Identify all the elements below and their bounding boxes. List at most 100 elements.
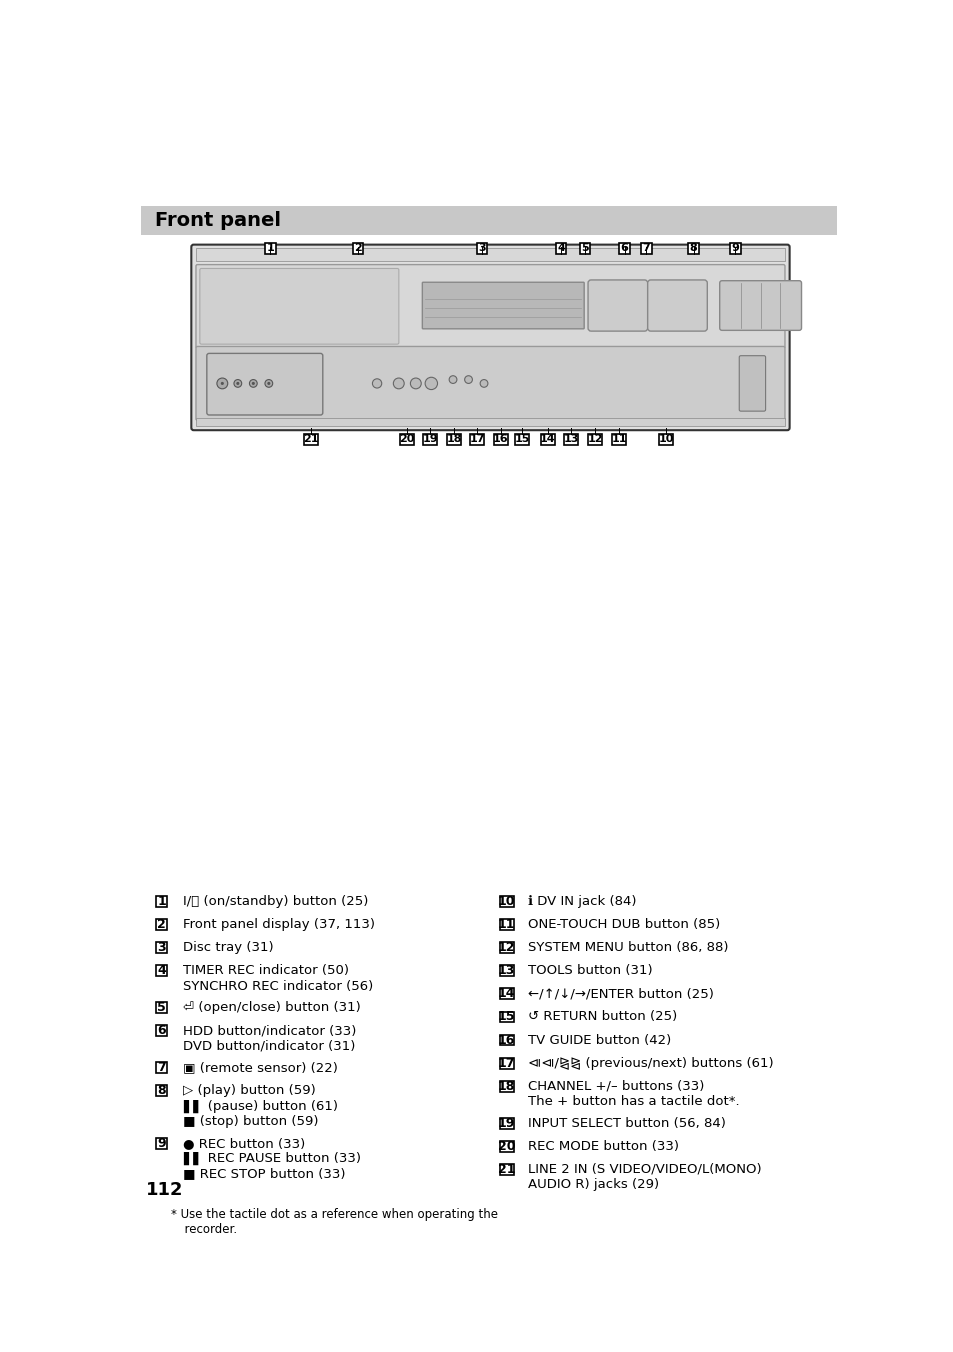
Text: ■ (stop) button (59): ■ (stop) button (59) <box>183 1115 318 1128</box>
Bar <box>579 243 590 254</box>
Circle shape <box>249 380 257 387</box>
Bar <box>499 1118 513 1129</box>
Text: 18: 18 <box>446 434 461 445</box>
Circle shape <box>267 381 270 385</box>
Text: 13: 13 <box>497 964 515 977</box>
Bar <box>156 1138 167 1149</box>
Text: Front panel display (37, 113): Front panel display (37, 113) <box>183 918 375 932</box>
Bar <box>499 1057 513 1068</box>
Text: ONE-TOUCH DUB button (85): ONE-TOUCH DUB button (85) <box>527 918 720 932</box>
Bar <box>353 243 363 254</box>
Text: 19: 19 <box>422 434 437 445</box>
Bar <box>640 243 651 254</box>
Circle shape <box>216 379 228 389</box>
Bar <box>729 243 740 254</box>
Text: 2: 2 <box>354 243 361 253</box>
Text: TV GUIDE button (42): TV GUIDE button (42) <box>527 1033 670 1046</box>
Text: DVD button/indicator (31): DVD button/indicator (31) <box>183 1040 355 1053</box>
Text: REC MODE button (33): REC MODE button (33) <box>527 1140 678 1153</box>
Bar <box>499 1011 513 1022</box>
Circle shape <box>372 379 381 388</box>
Bar <box>156 919 167 930</box>
Circle shape <box>220 381 224 385</box>
Text: 112: 112 <box>146 1182 184 1199</box>
Text: 7: 7 <box>157 1061 166 1075</box>
Bar <box>499 1141 513 1152</box>
Text: 15: 15 <box>514 434 529 445</box>
FancyBboxPatch shape <box>192 245 789 430</box>
Bar <box>587 434 601 445</box>
Bar <box>499 942 513 953</box>
Text: INPUT SELECT button (56, 84): INPUT SELECT button (56, 84) <box>527 1117 725 1130</box>
Text: CHANNEL +/– buttons (33): CHANNEL +/– buttons (33) <box>527 1080 703 1092</box>
Text: 16: 16 <box>492 434 508 445</box>
Bar <box>555 243 566 254</box>
Bar <box>499 1034 513 1045</box>
Text: 8: 8 <box>689 243 697 253</box>
Text: ▌▌ REC PAUSE button (33): ▌▌ REC PAUSE button (33) <box>183 1152 360 1165</box>
Bar <box>499 919 513 930</box>
FancyBboxPatch shape <box>587 280 647 331</box>
Bar <box>499 988 513 999</box>
Bar <box>493 434 507 445</box>
Bar <box>687 243 699 254</box>
Text: 14: 14 <box>539 434 555 445</box>
Text: TOOLS button (31): TOOLS button (31) <box>527 964 652 977</box>
Text: 12: 12 <box>497 941 515 955</box>
Text: I/⏻ (on/standby) button (25): I/⏻ (on/standby) button (25) <box>183 895 368 909</box>
Circle shape <box>449 376 456 384</box>
Text: 20: 20 <box>497 1140 515 1153</box>
Text: Disc tray (31): Disc tray (31) <box>183 941 274 955</box>
Bar <box>195 249 784 261</box>
Bar <box>156 942 167 953</box>
Bar <box>156 1086 167 1096</box>
Circle shape <box>236 381 239 385</box>
Text: 1: 1 <box>266 243 274 253</box>
Text: ⧏⧏/⧎⧎ (previous/next) buttons (61): ⧏⧏/⧎⧎ (previous/next) buttons (61) <box>527 1057 773 1069</box>
Bar <box>156 965 167 976</box>
Text: LINE 2 IN (S VIDEO/VIDEO/L(MONO): LINE 2 IN (S VIDEO/VIDEO/L(MONO) <box>527 1163 760 1176</box>
Text: Front panel: Front panel <box>154 211 280 230</box>
Bar <box>499 965 513 976</box>
FancyBboxPatch shape <box>739 356 765 411</box>
Circle shape <box>252 381 254 385</box>
Text: HDD button/indicator (33): HDD button/indicator (33) <box>183 1025 355 1037</box>
Bar <box>612 434 625 445</box>
Bar <box>618 243 629 254</box>
Text: SYSTEM MENU button (86, 88): SYSTEM MENU button (86, 88) <box>527 941 727 955</box>
Text: ■ REC STOP button (33): ■ REC STOP button (33) <box>183 1168 345 1180</box>
Bar <box>499 1164 513 1175</box>
Circle shape <box>410 379 421 389</box>
FancyBboxPatch shape <box>195 346 784 420</box>
Text: 13: 13 <box>563 434 578 445</box>
Text: ℹ DV IN jack (84): ℹ DV IN jack (84) <box>527 895 636 909</box>
Text: recorder.: recorder. <box>177 1224 237 1236</box>
Text: 3: 3 <box>477 243 485 253</box>
Text: 8: 8 <box>157 1084 166 1098</box>
Text: ↺ RETURN button (25): ↺ RETURN button (25) <box>527 1010 677 1023</box>
Text: 7: 7 <box>641 243 649 253</box>
Text: 17: 17 <box>497 1057 515 1069</box>
Text: 10: 10 <box>497 895 515 909</box>
Bar <box>659 434 673 445</box>
Text: 11: 11 <box>611 434 626 445</box>
Text: 21: 21 <box>303 434 318 445</box>
Text: 14: 14 <box>497 987 515 1000</box>
FancyBboxPatch shape <box>422 283 583 329</box>
Text: 9: 9 <box>731 243 739 253</box>
Bar <box>303 434 317 445</box>
Text: SYNCHRO REC indicator (56): SYNCHRO REC indicator (56) <box>183 980 373 992</box>
Text: 16: 16 <box>497 1033 515 1046</box>
Circle shape <box>479 380 487 387</box>
FancyBboxPatch shape <box>199 269 398 345</box>
Text: 17: 17 <box>469 434 484 445</box>
Text: 19: 19 <box>497 1117 515 1130</box>
Bar <box>265 243 275 254</box>
Text: 18: 18 <box>497 1080 515 1092</box>
Bar <box>499 896 513 907</box>
Text: 10: 10 <box>658 434 674 445</box>
FancyBboxPatch shape <box>195 265 784 347</box>
Circle shape <box>393 379 404 389</box>
Text: 20: 20 <box>398 434 414 445</box>
Bar <box>476 243 487 254</box>
